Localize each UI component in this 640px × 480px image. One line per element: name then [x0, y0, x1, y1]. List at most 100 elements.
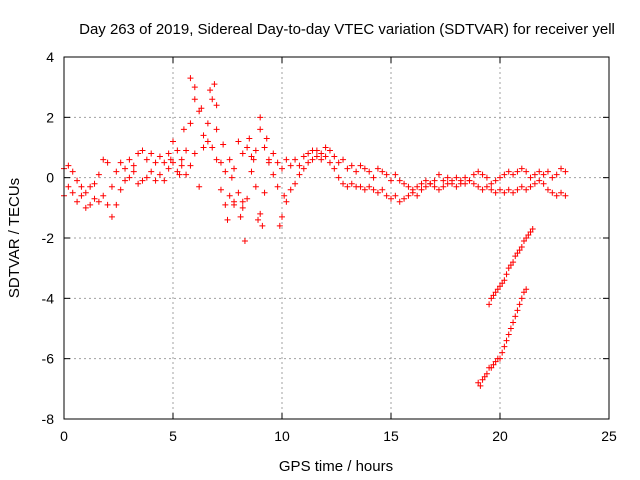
data-point — [122, 177, 129, 184]
data-point — [326, 147, 333, 154]
data-point — [313, 153, 320, 160]
data-point — [505, 186, 512, 193]
data-point — [156, 171, 163, 178]
data-point — [113, 168, 120, 175]
data-point — [69, 189, 76, 196]
data-point — [418, 186, 425, 193]
data-point — [531, 171, 538, 178]
data-point — [462, 180, 469, 187]
data-point — [444, 180, 451, 187]
data-point — [257, 114, 264, 121]
data-point — [100, 156, 107, 163]
data-point — [523, 286, 530, 293]
data-point — [322, 144, 329, 151]
data-point — [422, 183, 429, 190]
y-tick-label: -6 — [42, 351, 55, 367]
data-point — [274, 159, 281, 166]
data-point — [292, 180, 299, 187]
data-point — [126, 174, 133, 181]
data-point — [516, 247, 523, 254]
y-axis-label: SDTVAR / TECUs — [6, 178, 23, 298]
data-point — [213, 102, 220, 109]
data-point — [283, 198, 290, 205]
data-point — [366, 183, 373, 190]
data-point — [87, 201, 94, 208]
data-point — [507, 325, 514, 332]
data-point — [65, 162, 72, 169]
data-point — [279, 213, 285, 220]
data-point — [392, 192, 399, 199]
data-point — [296, 171, 303, 178]
data-point — [501, 189, 508, 196]
data-point — [512, 253, 519, 260]
data-point — [261, 144, 268, 151]
data-point — [226, 192, 233, 199]
data-point — [503, 337, 510, 344]
data-point — [527, 183, 534, 190]
data-point — [187, 75, 194, 82]
data-point — [174, 147, 181, 154]
data-point — [486, 301, 493, 308]
data-point — [250, 156, 257, 163]
series-main-upper-track — [61, 96, 569, 196]
data-point — [183, 171, 190, 178]
data-point — [507, 262, 514, 269]
chart-title: Day 263 of 2019, Sidereal Day-to-day VTE… — [79, 21, 615, 38]
data-point — [514, 250, 521, 257]
data-point — [488, 364, 495, 371]
data-point — [497, 186, 503, 193]
data-point — [396, 198, 403, 205]
data-point — [497, 355, 503, 362]
data-point — [475, 168, 482, 175]
data-point — [488, 186, 495, 193]
data-point — [257, 210, 264, 217]
data-point — [198, 105, 205, 112]
data-point — [161, 177, 168, 184]
data-point — [536, 177, 543, 184]
data-point — [510, 189, 517, 196]
data-point — [396, 177, 403, 184]
data-point — [204, 138, 211, 145]
data-point — [431, 177, 438, 184]
data-point — [518, 295, 525, 302]
data-point — [520, 289, 527, 296]
data-point — [246, 135, 253, 142]
series-descending-track-1 — [486, 225, 536, 308]
data-point — [222, 168, 229, 175]
data-point — [217, 186, 224, 193]
data-point — [503, 271, 510, 278]
data-point — [510, 319, 517, 326]
x-tick-label: 15 — [383, 428, 399, 444]
data-point — [401, 195, 408, 202]
data-point — [510, 171, 517, 178]
data-point — [139, 147, 146, 154]
data-point — [287, 162, 294, 169]
data-point — [514, 307, 521, 314]
data-point — [449, 177, 456, 184]
data-point — [283, 156, 290, 163]
data-point — [113, 201, 120, 208]
data-point — [392, 171, 399, 178]
data-point — [104, 201, 111, 208]
data-point — [427, 180, 434, 187]
data-point — [231, 165, 238, 172]
data-point — [549, 189, 556, 196]
data-point — [180, 126, 187, 133]
data-point — [87, 183, 94, 190]
y-tick-label: 0 — [46, 170, 54, 186]
data-point — [479, 186, 486, 193]
data-point — [527, 174, 534, 181]
data-point — [492, 358, 499, 365]
data-point — [462, 174, 469, 181]
data-point — [209, 144, 216, 151]
data-point — [475, 379, 482, 386]
data-point — [220, 141, 227, 148]
data-point — [505, 331, 512, 338]
data-point — [544, 168, 551, 175]
data-point — [505, 168, 512, 175]
data-point — [213, 156, 220, 163]
data-point — [353, 168, 360, 175]
data-point — [130, 168, 137, 175]
data-point — [167, 156, 174, 163]
data-point — [187, 120, 194, 127]
